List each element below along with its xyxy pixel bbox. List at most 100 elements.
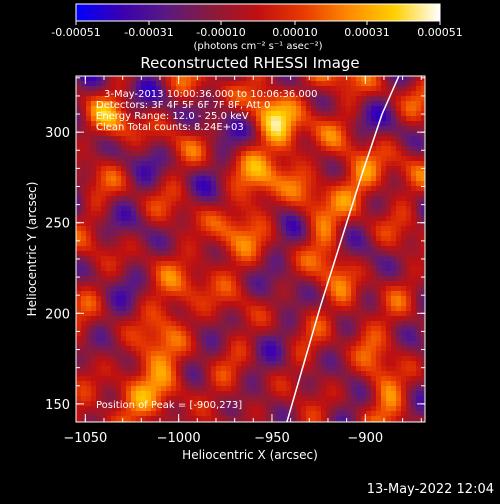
heatmap-cell xyxy=(396,181,401,186)
heatmap-cell xyxy=(381,341,386,346)
heatmap-cell xyxy=(321,91,326,96)
heatmap-cell xyxy=(246,366,251,371)
heatmap-cell xyxy=(186,191,191,196)
heatmap-cell xyxy=(406,301,411,306)
heatmap-cell xyxy=(136,326,141,331)
heatmap-cell xyxy=(401,261,406,266)
heatmap-cell xyxy=(116,176,121,181)
heatmap-cell xyxy=(336,396,341,401)
heatmap-cell xyxy=(296,321,301,326)
heatmap-cell xyxy=(121,346,126,351)
heatmap-cell xyxy=(86,286,91,291)
heatmap-cell xyxy=(221,361,226,366)
heatmap-cell xyxy=(131,136,136,141)
heatmap-cell xyxy=(256,196,261,201)
heatmap-cell xyxy=(146,166,151,171)
heatmap-cell xyxy=(81,276,86,281)
heatmap-cell xyxy=(191,331,196,336)
heatmap-cell xyxy=(316,226,321,231)
heatmap-cell xyxy=(406,221,411,226)
heatmap-cell xyxy=(321,171,326,176)
heatmap-cell xyxy=(286,116,291,121)
heatmap-cell xyxy=(391,366,396,371)
heatmap-cell xyxy=(421,201,426,206)
heatmap-cell xyxy=(91,146,96,151)
heatmap-cell xyxy=(141,81,146,86)
heatmap-cell xyxy=(81,156,86,161)
heatmap-cell xyxy=(81,331,86,336)
heatmap-cell xyxy=(226,281,231,286)
heatmap-cell xyxy=(216,181,221,186)
heatmap-cell xyxy=(296,126,301,131)
heatmap-cell xyxy=(111,231,116,236)
heatmap-cell xyxy=(161,251,166,256)
heatmap-cell xyxy=(406,386,411,391)
heatmap-cell xyxy=(251,386,256,391)
heatmap-cell xyxy=(291,331,296,336)
heatmap-cell xyxy=(321,206,326,211)
heatmap-cell xyxy=(391,316,396,321)
heatmap-cell xyxy=(186,386,191,391)
heatmap-cell xyxy=(106,276,111,281)
heatmap-cell xyxy=(171,196,176,201)
heatmap-cell xyxy=(216,141,221,146)
heatmap-cell xyxy=(161,296,166,301)
heatmap-cell xyxy=(341,331,346,336)
heatmap-cell xyxy=(351,401,356,406)
heatmap-cell xyxy=(286,151,291,156)
heatmap-cell xyxy=(366,391,371,396)
heatmap-cell xyxy=(111,346,116,351)
heatmap-cell xyxy=(216,266,221,271)
heatmap-cell xyxy=(181,331,186,336)
heatmap-cell xyxy=(176,326,181,331)
heatmap-cell xyxy=(106,231,111,236)
heatmap-cell xyxy=(191,391,196,396)
heatmap-cell xyxy=(76,351,81,356)
heatmap-cell xyxy=(281,186,286,191)
heatmap-cell xyxy=(326,406,331,411)
heatmap-cell xyxy=(291,211,296,216)
heatmap-cell xyxy=(171,201,176,206)
heatmap-cell xyxy=(146,306,151,311)
heatmap-cell xyxy=(166,351,171,356)
heatmap-cell xyxy=(281,311,286,316)
heatmap-cell xyxy=(261,271,266,276)
heatmap-cell xyxy=(116,371,121,376)
heatmap-cell xyxy=(241,411,246,416)
heatmap-cell xyxy=(211,371,216,376)
heatmap-cell xyxy=(231,221,236,226)
heatmap-cell xyxy=(121,361,126,366)
heatmap-cell xyxy=(236,146,241,151)
heatmap-cell xyxy=(111,241,116,246)
heatmap-cell xyxy=(166,411,171,416)
heatmap-cell xyxy=(231,236,236,241)
heatmap-cell xyxy=(221,161,226,166)
heatmap-cell xyxy=(386,126,391,131)
heatmap-cell xyxy=(331,401,336,406)
heatmap-cell xyxy=(371,391,376,396)
heatmap-cell xyxy=(91,341,96,346)
heatmap-cell xyxy=(276,406,281,411)
heatmap-cell xyxy=(326,266,331,271)
heatmap-cell xyxy=(276,81,281,86)
heatmap-cell xyxy=(116,241,121,246)
heatmap-cell xyxy=(131,321,136,326)
heatmap-cell xyxy=(266,226,271,231)
heatmap-cell xyxy=(276,186,281,191)
heatmap-cell xyxy=(316,211,321,216)
heatmap-cell xyxy=(211,266,216,271)
heatmap-cell xyxy=(146,271,151,276)
heatmap-cell xyxy=(221,366,226,371)
heatmap-cell xyxy=(406,401,411,406)
heatmap-cell xyxy=(241,336,246,341)
heatmap-cell xyxy=(281,356,286,361)
heatmap-cell xyxy=(201,331,206,336)
heatmap-cell xyxy=(361,136,366,141)
heatmap-cell xyxy=(286,306,291,311)
heatmap-cell xyxy=(216,156,221,161)
heatmap-cell xyxy=(196,81,201,86)
heatmap-cell xyxy=(386,316,391,321)
heatmap-cell xyxy=(91,156,96,161)
heatmap-cell xyxy=(326,196,331,201)
heatmap-cell xyxy=(86,106,91,111)
